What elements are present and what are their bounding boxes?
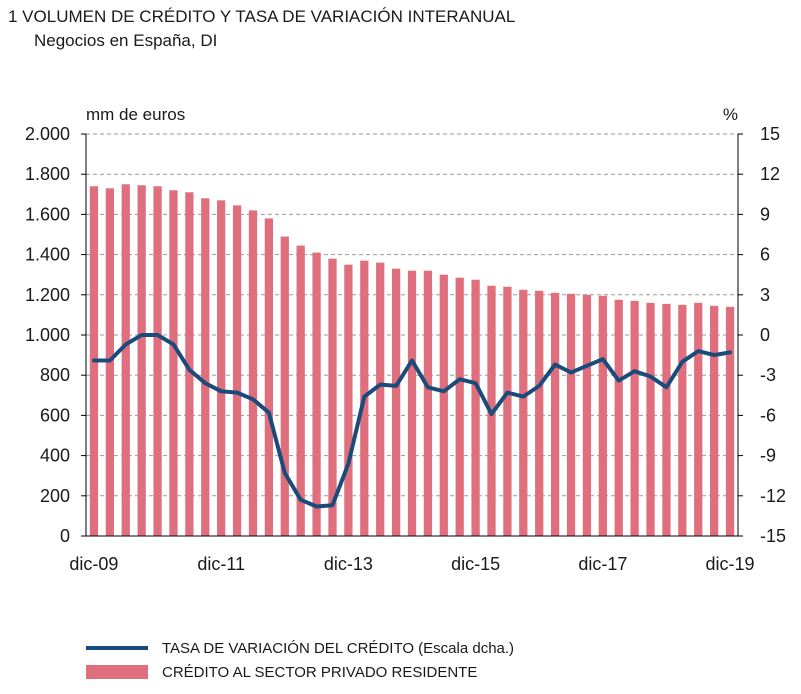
chart-legend: TASA DE VARIACIÓN DEL CRÉDITO (Escala dc…: [86, 636, 514, 684]
left-tick-label: 600: [40, 405, 70, 425]
right-tick-label: -12: [760, 486, 786, 506]
right-tick-label: -3: [760, 365, 776, 385]
left-tick-label: 1.600: [25, 204, 70, 224]
bar: [169, 190, 178, 536]
x-tick-label: dic-19: [706, 554, 755, 574]
x-tick-label: dic-11: [197, 554, 245, 574]
bar: [248, 210, 258, 536]
bar: [264, 218, 274, 537]
bar: [344, 264, 353, 536]
legend-item-credit: CRÉDITO AL SECTOR PRIVADO RESIDENTE: [86, 660, 514, 684]
left-tick-label: 400: [40, 446, 70, 466]
left-tick-label: 2.000: [25, 124, 70, 144]
bar: [630, 300, 639, 536]
bar: [312, 252, 321, 536]
left-tick-label: 1.000: [25, 325, 70, 345]
right-tick-label: -9: [760, 446, 776, 466]
legend-bar-swatch: [86, 665, 148, 679]
bar: [376, 262, 385, 536]
label-layer: 2.0001.8001.6001.4001.2001.0008006004002…: [25, 105, 786, 574]
bar: [694, 302, 703, 536]
x-tick-label: dic-15: [451, 554, 500, 574]
right-tick-label: 15: [760, 124, 780, 144]
bar: [328, 258, 337, 536]
bar: [201, 198, 210, 536]
left-tick-label: 1.400: [25, 245, 70, 265]
right-tick-label: -6: [760, 405, 776, 425]
bar: [678, 304, 687, 536]
credit-chart: 2.0001.8001.6001.4001.2001.0008006004002…: [25, 105, 786, 574]
bar: [455, 277, 464, 536]
axis-layer: [81, 133, 743, 537]
line-layer: [92, 333, 732, 509]
right-tick-label: 6: [760, 245, 770, 265]
legend-item-rate: TASA DE VARIACIÓN DEL CRÉDITO (Escala dc…: [86, 636, 514, 660]
legend-line-swatch: [86, 646, 148, 650]
bar: [550, 292, 560, 536]
left-tick-label: 1.800: [25, 164, 70, 184]
x-tick-label: dic-17: [578, 554, 627, 574]
bar: [185, 192, 194, 537]
bar: [598, 295, 607, 536]
bar: [614, 299, 623, 536]
right-unit-label: %: [723, 105, 738, 124]
x-tick-label: dic-09: [69, 554, 118, 574]
right-tick-label: -15: [760, 526, 786, 546]
right-tick-label: 12: [760, 164, 780, 184]
left-tick-label: 800: [40, 365, 70, 385]
bar: [566, 293, 576, 536]
bar: [535, 290, 544, 536]
bar: [725, 306, 735, 536]
bar: [439, 274, 448, 536]
bar: [391, 268, 401, 536]
right-tick-label: 0: [760, 325, 770, 345]
legend-label-rate: TASA DE VARIACIÓN DEL CRÉDITO (Escala dc…: [162, 639, 515, 657]
bar: [471, 279, 480, 536]
bar: [519, 289, 528, 536]
bar: [710, 305, 719, 536]
chart-subtitle: Negocios en España, DI: [34, 31, 218, 50]
bar: [121, 184, 130, 536]
right-tick-label: 3: [760, 285, 770, 305]
bar: [582, 294, 592, 536]
left-tick-label: 200: [40, 486, 70, 506]
legend-label-credit: CRÉDITO AL SECTOR PRIVADO RESIDENTE: [162, 663, 478, 681]
bar: [217, 200, 226, 536]
bar: [296, 245, 305, 536]
bar: [646, 302, 655, 536]
bar: [232, 205, 242, 537]
chart-title: 1 VOLUMEN DE CRÉDITO Y TASA DE VARIACIÓN…: [8, 7, 516, 26]
bar: [423, 270, 433, 536]
bar: [407, 270, 417, 536]
left-unit-label: mm de euros: [86, 105, 185, 124]
left-tick-label: 1.200: [25, 285, 70, 305]
bar: [153, 186, 162, 536]
bar: [137, 185, 146, 536]
bar: [662, 303, 671, 536]
left-tick-label: 0: [60, 526, 70, 546]
x-tick-label: dic-13: [324, 554, 373, 574]
right-tick-label: 9: [760, 204, 770, 224]
bar: [503, 286, 512, 536]
bar: [280, 236, 289, 536]
